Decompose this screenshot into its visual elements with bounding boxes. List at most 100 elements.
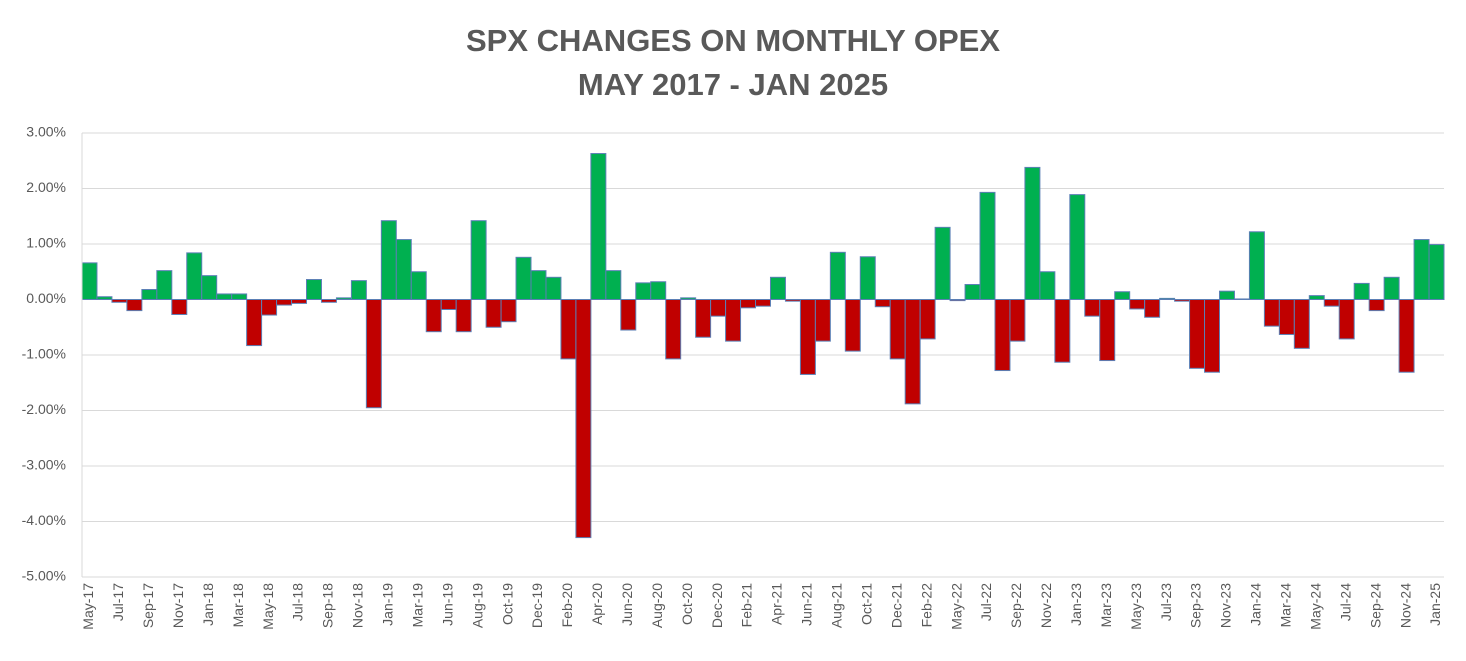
bar — [320, 299, 337, 303]
x-tick-label: Dec-20 — [709, 583, 725, 628]
bar — [216, 293, 233, 301]
bar — [1398, 299, 1415, 373]
bar — [545, 276, 562, 300]
bar — [1323, 299, 1340, 307]
bar — [335, 297, 352, 300]
bar — [395, 239, 412, 300]
bar — [1084, 299, 1101, 317]
x-tick-label: Apr-20 — [589, 583, 605, 625]
bar — [440, 299, 457, 310]
bar — [560, 299, 577, 360]
bar — [844, 299, 861, 352]
bar — [455, 299, 472, 333]
bar — [1099, 299, 1116, 362]
x-tick-label: Sep-24 — [1367, 583, 1383, 628]
bar — [814, 299, 831, 342]
bar — [1144, 299, 1161, 318]
bar — [755, 299, 771, 307]
bar — [1054, 299, 1071, 363]
y-tick-label: -3.00% — [22, 457, 66, 473]
bar — [1024, 166, 1041, 300]
y-tick-label: 3.00% — [26, 124, 66, 140]
bar — [1174, 299, 1191, 302]
bar — [874, 299, 891, 308]
bar — [635, 282, 652, 301]
x-tick-label: May-23 — [1128, 583, 1144, 630]
y-tick-label: 1.00% — [26, 235, 66, 251]
x-tick-label: Apr-21 — [769, 583, 785, 625]
bar — [201, 275, 218, 301]
x-tick-label: Dec-21 — [888, 583, 904, 628]
bar — [1368, 299, 1385, 312]
bar — [949, 299, 966, 302]
bar — [470, 220, 487, 300]
x-tick-label: May-17 — [80, 583, 96, 630]
bar — [1189, 299, 1206, 369]
x-tick-label: Mar-23 — [1098, 583, 1114, 628]
bar — [1413, 239, 1430, 300]
bar — [276, 299, 293, 306]
y-tick-label: 2.00% — [26, 179, 66, 195]
bar — [126, 299, 143, 312]
bar — [590, 153, 607, 300]
bar — [485, 299, 502, 328]
bar — [784, 299, 801, 302]
bar — [350, 280, 367, 301]
x-tick-label: Sep-18 — [320, 583, 336, 628]
bar — [769, 276, 786, 300]
bar — [1069, 194, 1086, 300]
bar — [964, 284, 981, 301]
bar — [1204, 299, 1220, 373]
x-tick-label: Jan-24 — [1248, 583, 1264, 626]
x-tick-label: Jun-20 — [619, 583, 635, 626]
x-tick-label: Mar-18 — [230, 583, 246, 628]
bar — [1293, 299, 1310, 349]
y-tick-label: -5.00% — [22, 568, 66, 584]
bar — [994, 299, 1011, 372]
x-tick-label: Jul-23 — [1158, 583, 1174, 621]
bar — [1009, 299, 1026, 342]
bar — [1353, 282, 1370, 300]
x-tick-label: Jul-17 — [110, 583, 126, 621]
x-tick-label: Nov-18 — [350, 583, 366, 628]
bar — [111, 299, 128, 303]
x-tick-label: Feb-21 — [739, 583, 755, 628]
bar — [710, 299, 727, 317]
bar — [859, 256, 876, 301]
bar — [1218, 290, 1235, 300]
x-tick-label: Nov-22 — [1038, 583, 1054, 628]
y-tick-label: -1.00% — [22, 346, 66, 362]
bar — [1263, 299, 1280, 327]
bar — [1338, 299, 1355, 340]
x-tick-label: Jan-23 — [1068, 583, 1084, 626]
bar — [1428, 244, 1445, 300]
bar — [410, 271, 427, 300]
bar — [261, 299, 278, 316]
bar — [1114, 291, 1131, 301]
x-tick-label: May-22 — [948, 583, 964, 630]
x-tick-label: Jun-21 — [799, 583, 815, 626]
x-tick-label: Feb-20 — [559, 583, 575, 628]
bar — [919, 299, 936, 340]
x-tick-label: Nov-24 — [1397, 583, 1413, 628]
x-tick-label: Dec-19 — [529, 583, 545, 628]
bar — [186, 252, 203, 301]
y-tick-label: 0.00% — [26, 290, 66, 306]
bar — [889, 299, 906, 360]
bar — [1383, 276, 1400, 300]
x-tick-label: Nov-17 — [170, 583, 186, 628]
bar — [365, 299, 382, 409]
bar — [1308, 295, 1325, 300]
bar — [695, 299, 712, 338]
x-tick-label: Nov-23 — [1218, 583, 1234, 628]
bar — [231, 293, 248, 301]
bar — [829, 251, 846, 300]
bar — [1159, 297, 1176, 301]
bar — [141, 289, 158, 301]
bar — [1248, 231, 1265, 300]
bar — [680, 297, 697, 300]
x-tick-label: Sep-17 — [140, 583, 156, 628]
bar — [530, 270, 547, 301]
x-tick-label: May-24 — [1307, 583, 1323, 630]
